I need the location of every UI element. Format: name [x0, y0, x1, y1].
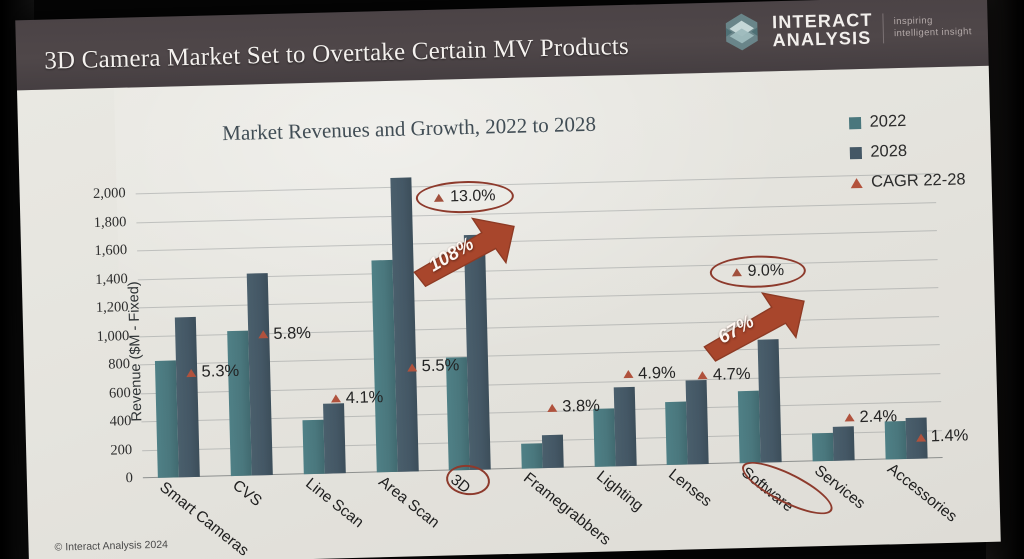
y-axis-tick-label: 800	[108, 356, 131, 373]
cagr-marker-lenses: 4.7%	[697, 364, 751, 385]
annotation-arrow-3d-growth: 108%	[408, 214, 520, 289]
cagr-value: 4.1%	[345, 388, 384, 408]
brand-tagline-line2: intelligent insight	[893, 26, 972, 40]
bar-2028-framegrabbers	[541, 434, 564, 469]
bar-2022-line-scan	[302, 419, 325, 475]
bar-2022-software	[738, 390, 761, 464]
cagr-triangle-icon	[915, 433, 926, 442]
cagr-triangle-icon	[330, 394, 341, 403]
annotation-arrow-software-growth: 67%	[698, 288, 810, 363]
cagr-value: 13.0%	[449, 187, 496, 206]
cagr-marker-accessories: 1.4%	[915, 426, 969, 447]
cagr-marker-line-scan: 4.1%	[330, 388, 384, 408]
cagr-triangle-icon	[434, 193, 445, 202]
bar-2028-services	[832, 426, 855, 461]
x-axis-label-line-scan: Line Scan	[302, 475, 367, 532]
cagr-value: 5.3%	[201, 361, 240, 381]
y-axis-tick-label: 600	[108, 384, 131, 402]
bar-2028-cvs	[246, 272, 273, 476]
y-axis-tick-label: 0	[125, 470, 134, 487]
legend-item-2022: 2022	[848, 110, 964, 132]
bar-2028-lenses	[686, 379, 710, 465]
x-axis-label-accessories: Accessories	[883, 460, 960, 526]
chart-plot-area: Revenue ($M - Fixed) 0 200 400 600 800 1,000 1…	[93, 173, 969, 486]
cagr-value: 1.4%	[930, 426, 969, 446]
bar-2022-lighting	[592, 408, 616, 467]
y-axis-tick-label: 1,000	[96, 327, 130, 345]
callout-ellipse-software-cagr: 9.0%	[709, 254, 807, 289]
y-axis-tick-label: 1,800	[93, 213, 127, 231]
bar-2022-framegrabbers	[521, 443, 543, 469]
y-axis-tick-label: 400	[109, 413, 132, 430]
bar-2028-smart-cameras	[175, 317, 201, 478]
y-axis-tick-label: 200	[110, 441, 133, 459]
cagr-value: 9.0%	[747, 262, 785, 280]
legend-swatch-icon	[848, 116, 861, 129]
cagr-value: 2.4%	[859, 407, 898, 427]
logo-divider	[882, 13, 885, 44]
bar-2028-lighting	[613, 386, 637, 467]
bar-2022-lenses	[665, 401, 689, 466]
bar-2022-accessories	[884, 421, 907, 460]
legend-item-2028: 2028	[849, 140, 965, 162]
cagr-marker-cvs: 5.8%	[258, 324, 311, 344]
cagr-marker-smart-cameras: 5.3%	[186, 362, 239, 382]
slide-body: Market Revenues and Growth, 2022 to 2028…	[17, 65, 1001, 559]
legend-label: 2028	[870, 141, 908, 161]
cagr-value: 5.5%	[421, 356, 460, 376]
legend-label: 2022	[869, 111, 907, 131]
legend-swatch-icon	[849, 146, 862, 159]
y-axis-tick-label: 2,000	[92, 185, 126, 202]
cagr-triangle-icon	[731, 268, 742, 277]
cagr-value: 4.7%	[712, 364, 751, 384]
cagr-marker-lighting: 4.9%	[623, 364, 676, 384]
x-axis-label-area-scan: Area Scan	[374, 473, 442, 532]
x-axis-label-lighting: Lighting	[592, 467, 646, 515]
slide-title: 3D Camera Market Set to Overtake Certain…	[43, 32, 630, 75]
cagr-triangle-icon	[406, 362, 417, 372]
y-axis-tick-label: 1,200	[95, 299, 129, 316]
bar-group	[584, 181, 639, 467]
bar-group	[512, 183, 567, 469]
y-axis-tick-label: 1,400	[95, 270, 129, 288]
cagr-triangle-icon	[547, 403, 558, 412]
cagr-triangle-icon	[844, 413, 855, 423]
brand-logo: INTERACT ANALYSIS inspiring intelligent …	[720, 5, 972, 53]
cagr-triangle-icon	[258, 330, 269, 339]
growth-arrow-icon	[413, 217, 515, 288]
brand-name-line2: ANALYSIS	[772, 27, 872, 51]
cagr-marker-framegrabbers: 3.8%	[547, 397, 600, 417]
bar-2028-line-scan	[322, 403, 346, 474]
cagr-triangle-icon	[186, 368, 197, 377]
cagr-marker-area-scan: 5.5%	[406, 356, 459, 376]
cagr-value: 5.8%	[273, 323, 312, 343]
y-axis-tick-label: 1,600	[94, 242, 128, 259]
growth-arrow-icon	[703, 292, 805, 362]
hexagon-diamond-logo-icon	[725, 13, 758, 51]
cagr-triangle-icon	[697, 371, 709, 380]
cagr-triangle-icon	[623, 370, 634, 379]
x-axis-label-cvs: CVS	[229, 476, 265, 511]
cagr-marker-services: 2.4%	[844, 407, 897, 427]
bar-2022-services	[811, 432, 834, 462]
presentation-slide: 3D Camera Market Set to Overtake Certain…	[15, 0, 1001, 559]
chart-title: Market Revenues and Growth, 2022 to 2028	[221, 111, 597, 146]
cagr-value: 4.9%	[637, 363, 676, 383]
slide-header: 3D Camera Market Set to Overtake Certain…	[15, 0, 989, 91]
cagr-value: 3.8%	[561, 396, 601, 416]
bar-2022-smart-cameras	[155, 360, 180, 478]
x-axis-label-lenses: Lenses	[665, 465, 716, 511]
bar-group	[148, 192, 203, 478]
